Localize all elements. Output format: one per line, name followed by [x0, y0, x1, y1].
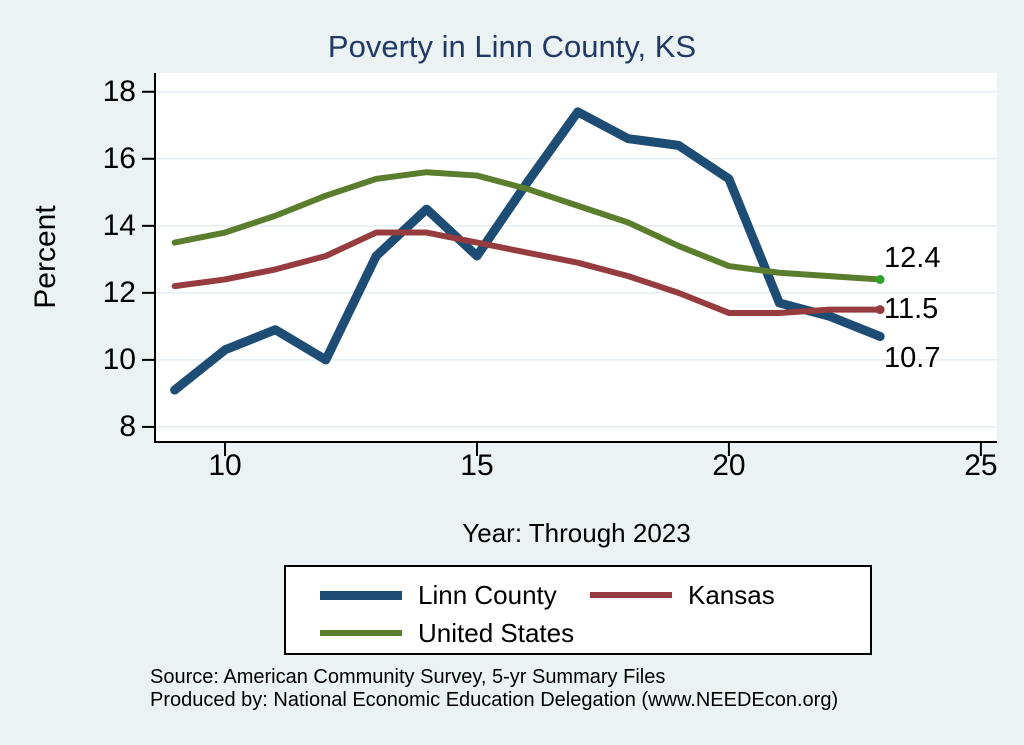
x-tick-label: 20: [712, 449, 746, 482]
series-end-dot-linn-county: [875, 331, 885, 341]
legend-item-united-states: United States: [320, 615, 574, 651]
plot-area: 8 10 12 14 16 18 10 15 20 25: [103, 73, 998, 482]
x-tick-label: 25: [964, 449, 998, 482]
legend: Linn County Kansas United States: [284, 565, 872, 655]
legend-swatch-kansas: [590, 592, 672, 598]
x-axis-title: Year: Through 2023: [462, 518, 691, 548]
chart-title: Poverty in Linn County, KS: [327, 29, 697, 64]
footer: Source: American Community Survey, 5-yr …: [150, 666, 838, 712]
end-label-linn-county: 10.7: [884, 342, 941, 374]
y-axis-title: Percent: [29, 205, 62, 309]
plot-svg: [142, 90, 997, 456]
y-tick-label: 10: [102, 342, 136, 376]
source-note: Source: American Community Survey, 5-yr …: [150, 666, 666, 688]
x-tick-label: 10: [208, 449, 242, 482]
legend-swatch-united-states: [320, 630, 402, 636]
series-line-kansas: [171, 229, 884, 316]
legend-item-linn-county: Linn County: [320, 577, 557, 613]
legend-label-united-states: United States: [418, 617, 575, 648]
legend-item-kansas: Kansas: [590, 577, 775, 613]
y-tick-label: 14: [102, 208, 136, 242]
end-label-united-states: 12.4: [884, 242, 941, 274]
legend-label-linn-county: Linn County: [418, 579, 557, 610]
x-tick-label: 15: [460, 449, 494, 482]
legend-swatch-linn-county: [320, 590, 402, 600]
y-tick-label: 18: [102, 74, 136, 108]
y-tick-label: 8: [119, 409, 136, 443]
end-label-kansas: 11.5: [884, 293, 939, 325]
y-tick-label: 16: [102, 141, 136, 175]
y-tick-label: 12: [102, 275, 136, 309]
series-end-dot-kansas: [875, 305, 885, 315]
legend-label-kansas: Kansas: [688, 579, 775, 610]
produced-by-note: Produced by: National Economic Education…: [150, 689, 839, 711]
series-line-united-states: [171, 169, 884, 283]
series-end-dot-united-states: [875, 274, 885, 284]
series-line-linn-county: [170, 107, 885, 395]
